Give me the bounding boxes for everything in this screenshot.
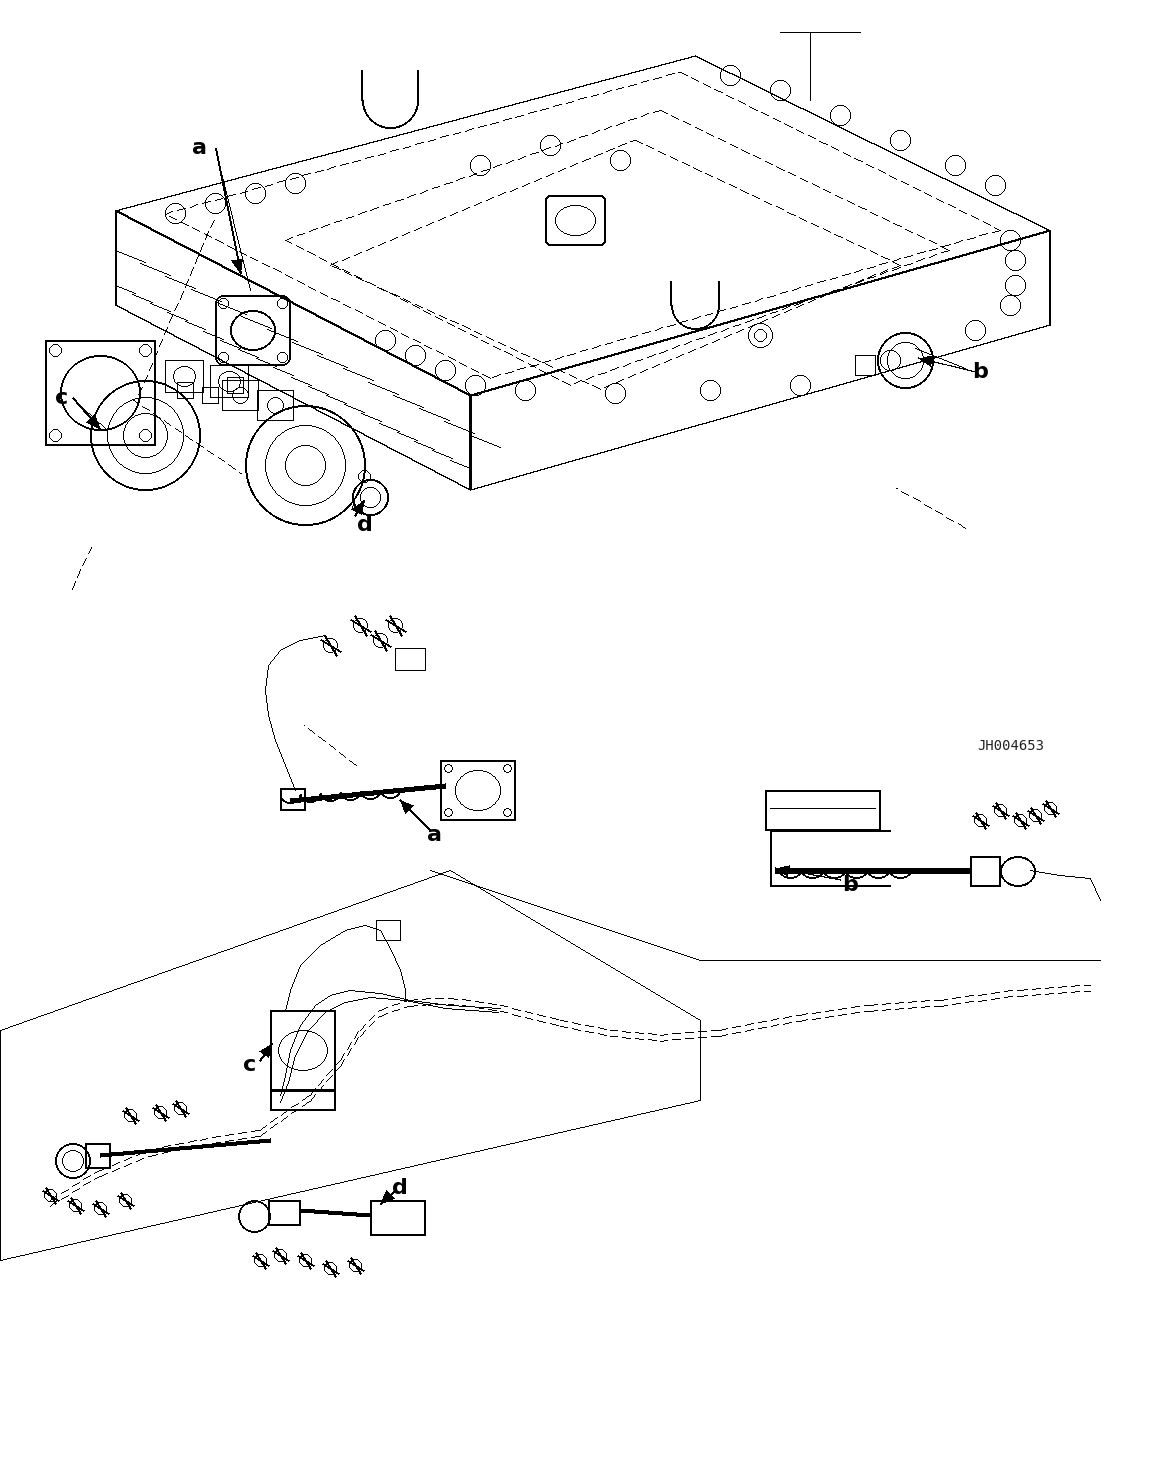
Text: JH004653: JH004653 bbox=[978, 739, 1044, 753]
Text: b: b bbox=[972, 363, 988, 382]
Text: d: d bbox=[392, 1178, 408, 1197]
Text: b: b bbox=[842, 875, 858, 895]
Text: c: c bbox=[55, 388, 69, 408]
Text: c: c bbox=[244, 1055, 256, 1074]
Text: a: a bbox=[193, 138, 208, 158]
Text: d: d bbox=[357, 515, 373, 534]
Text: a: a bbox=[427, 824, 442, 845]
